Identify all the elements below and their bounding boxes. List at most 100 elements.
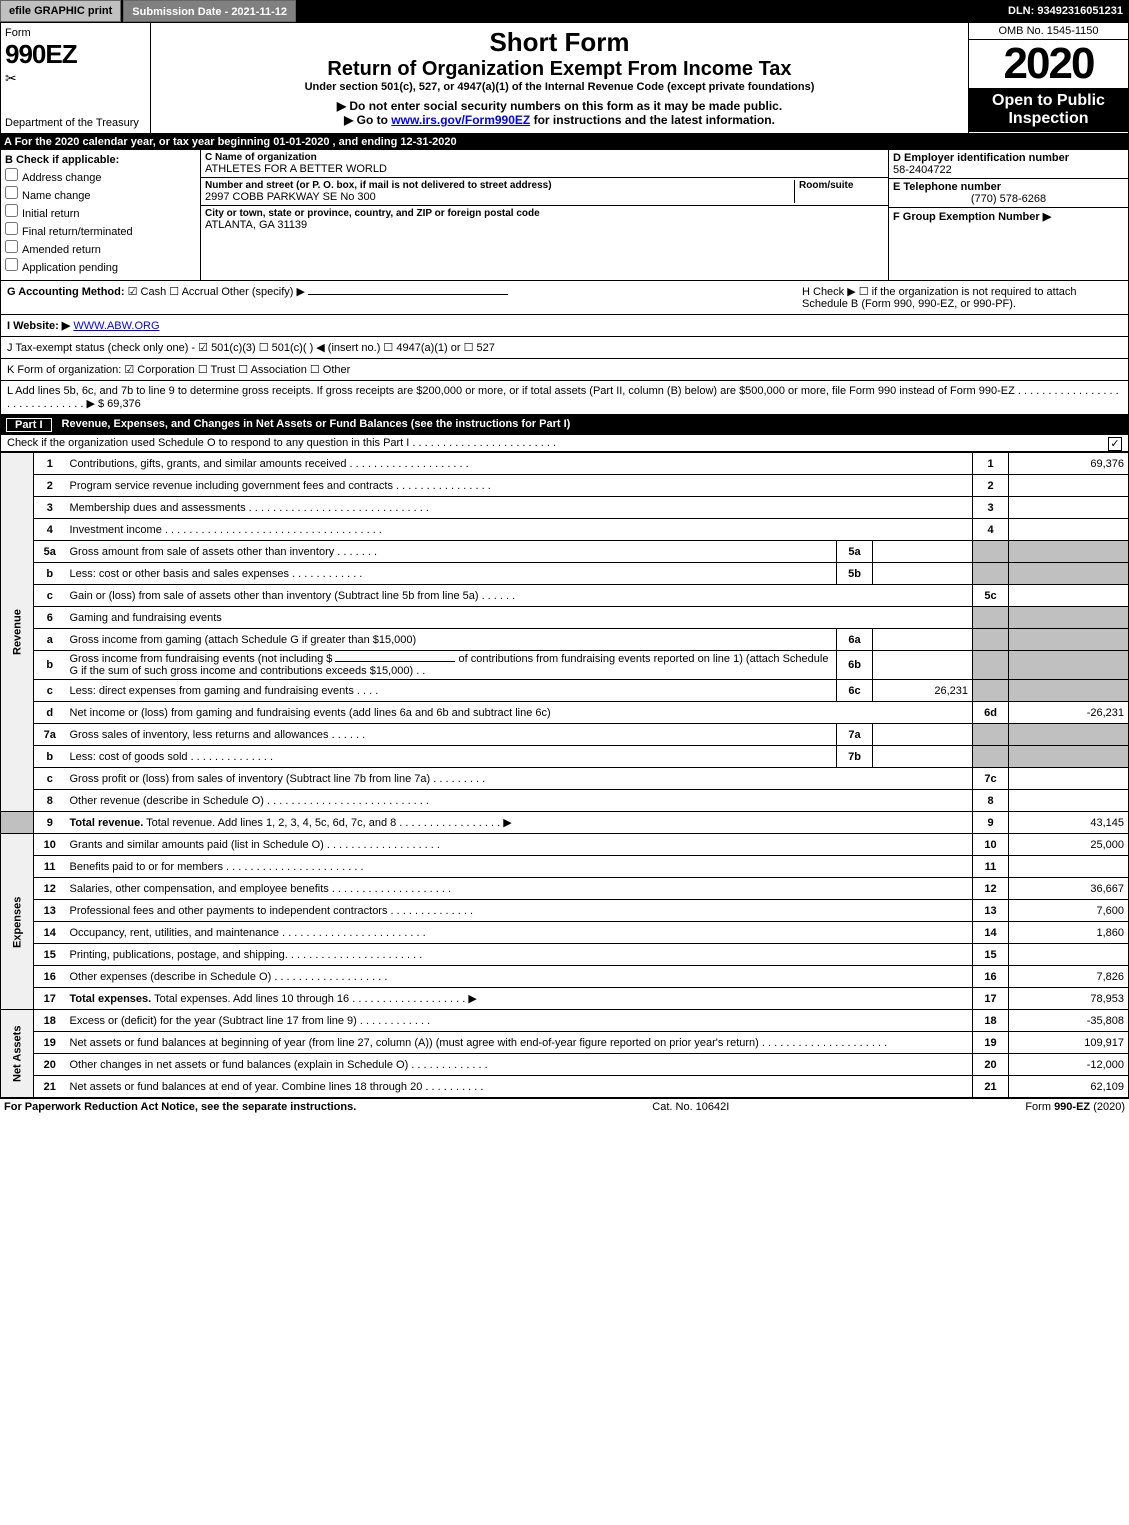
line-20-value: -12,000 — [1009, 1054, 1129, 1076]
ein-value: 58-2404722 — [893, 164, 1124, 176]
omb-number: OMB No. 1545-1150 — [969, 23, 1128, 40]
row-l-gross-receipts: L Add lines 5b, 6c, and 7b to line 9 to … — [0, 381, 1129, 415]
line-1-value: 69,376 — [1009, 453, 1129, 475]
part-1-header: Part I Revenue, Expenses, and Changes in… — [0, 415, 1129, 435]
form-number: 990EZ — [5, 39, 146, 70]
row-a-tax-year: A For the 2020 calendar year, or tax yea… — [0, 134, 1129, 150]
line-6c-desc: Less: direct expenses from gaming and fu… — [66, 680, 837, 702]
cb-address-change[interactable]: Address change — [5, 168, 196, 184]
form-header: Form 990EZ ✂ Department of the Treasury … — [0, 22, 1129, 134]
dept-treasury: Department of the Treasury — [5, 117, 146, 129]
cb-amended-return[interactable]: Amended return — [5, 240, 196, 256]
sidebar-revenue: Revenue — [1, 453, 34, 812]
goto-link[interactable]: www.irs.gov/Form990EZ — [391, 113, 530, 127]
under-section-text: Under section 501(c), 527, or 4947(a)(1)… — [155, 81, 964, 93]
line-16-desc: Other expenses (describe in Schedule O) … — [66, 966, 973, 988]
submission-date-label: Submission Date - 2021-11-12 — [123, 0, 296, 22]
cb-address-change-box[interactable] — [5, 168, 18, 181]
line-12-value: 36,667 — [1009, 878, 1129, 900]
line-14-value: 1,860 — [1009, 922, 1129, 944]
info-grid: B Check if applicable: Address change Na… — [0, 150, 1129, 281]
line-7a-desc: Gross sales of inventory, less returns a… — [66, 724, 837, 746]
line-3-desc: Membership dues and assessments . . . . … — [66, 497, 973, 519]
section-b-checkboxes: B Check if applicable: Address change Na… — [1, 150, 201, 280]
line-18-desc: Excess or (deficit) for the year (Subtra… — [66, 1010, 973, 1032]
cb-amended-return-box[interactable] — [5, 240, 18, 253]
line-15-desc: Printing, publications, postage, and shi… — [66, 944, 973, 966]
line-6c-value: 26,231 — [873, 680, 973, 702]
part-1-table: Revenue 1 Contributions, gifts, grants, … — [0, 452, 1129, 1098]
line-17-desc: Total expenses. Total expenses. Add line… — [66, 988, 973, 1010]
line-5a-desc: Gross amount from sale of assets other t… — [66, 541, 837, 563]
goto-prefix: ▶ Go to — [344, 113, 391, 127]
ein-label: D Employer identification number — [893, 152, 1124, 164]
city-label: City or town, state or province, country… — [205, 208, 884, 219]
cb-application-pending-box[interactable] — [5, 258, 18, 271]
row-g-h: G Accounting Method: ☑ Cash ☐ Accrual Ot… — [0, 281, 1129, 315]
line-8-desc: Other revenue (describe in Schedule O) .… — [66, 790, 973, 812]
line-1-desc: Contributions, gifts, grants, and simila… — [66, 453, 973, 475]
line-5b-desc: Less: cost or other basis and sales expe… — [66, 563, 837, 585]
paperwork-notice: For Paperwork Reduction Act Notice, see … — [4, 1101, 356, 1113]
street-value: 2997 COBB PARKWAY SE No 300 — [205, 191, 794, 203]
cb-final-return-box[interactable] — [5, 222, 18, 235]
row-i-website: I Website: ▶ WWW.ABW.ORG — [0, 315, 1129, 337]
part-1-tag: Part I — [6, 418, 52, 432]
line-21-desc: Net assets or fund balances at end of ye… — [66, 1076, 973, 1098]
catalog-number: Cat. No. 10642I — [652, 1101, 729, 1113]
line-13-value: 7,600 — [1009, 900, 1129, 922]
line-4-desc: Investment income . . . . . . . . . . . … — [66, 519, 973, 541]
group-exemption-label: F Group Exemption Number ▶ — [893, 210, 1124, 223]
line-2-desc: Program service revenue including govern… — [66, 475, 973, 497]
section-c: C Name of organization ATHLETES FOR A BE… — [201, 150, 888, 280]
tel-value: (770) 578-6268 — [893, 193, 1124, 205]
top-bar: efile GRAPHIC print Submission Date - 20… — [0, 0, 1129, 22]
tax-year: 2020 — [969, 40, 1128, 88]
cb-final-return[interactable]: Final return/terminated — [5, 222, 196, 238]
line-17-value: 78,953 — [1009, 988, 1129, 1010]
cb-initial-return[interactable]: Initial return — [5, 204, 196, 220]
cb-initial-return-box[interactable] — [5, 204, 18, 217]
line-21-value: 62,109 — [1009, 1076, 1129, 1098]
dln-label: DLN: 93492316051231 — [1008, 0, 1129, 22]
line-13-desc: Professional fees and other payments to … — [66, 900, 973, 922]
accounting-method: G Accounting Method: ☑ Cash ☐ Accrual Ot… — [7, 285, 508, 310]
cb-name-change-box[interactable] — [5, 186, 18, 199]
line-6a-desc: Gross income from gaming (attach Schedul… — [66, 629, 837, 651]
do-not-enter-text: ▶ Do not enter social security numbers o… — [155, 99, 964, 113]
goto-suffix: for instructions and the latest informat… — [534, 113, 775, 127]
cb-name-change[interactable]: Name change — [5, 186, 196, 202]
line-9-value: 43,145 — [1009, 812, 1129, 834]
row-j-tax-exempt: J Tax-exempt status (check only one) - ☑… — [0, 337, 1129, 359]
line-20-desc: Other changes in net assets or fund bala… — [66, 1054, 973, 1076]
line-9-desc: Total revenue. Total revenue. Add lines … — [66, 812, 973, 834]
line-18-value: -35,808 — [1009, 1010, 1129, 1032]
c-name-label: C Name of organization — [205, 152, 884, 163]
part-1-check-row: Check if the organization used Schedule … — [0, 435, 1129, 452]
section-def: D Employer identification number 58-2404… — [888, 150, 1128, 280]
line-10-desc: Grants and similar amounts paid (list in… — [66, 834, 973, 856]
sidebar-expenses: Expenses — [1, 834, 34, 1010]
sidebar-net-assets: Net Assets — [1, 1010, 34, 1098]
form-word: Form — [5, 27, 146, 39]
efile-print-button[interactable]: efile GRAPHIC print — [0, 0, 121, 22]
line-16-value: 7,826 — [1009, 966, 1129, 988]
page-footer: For Paperwork Reduction Act Notice, see … — [0, 1098, 1129, 1115]
line-6b-desc: Gross income from fundraising events (no… — [66, 651, 837, 680]
form-ref: Form 990-EZ (2020) — [1025, 1101, 1125, 1113]
line-19-desc: Net assets or fund balances at beginning… — [66, 1032, 973, 1054]
section-b-label: B Check if applicable: — [5, 154, 196, 166]
return-title: Return of Organization Exempt From Incom… — [155, 58, 964, 81]
city-value: ATLANTA, GA 31139 — [205, 219, 884, 231]
cb-application-pending[interactable]: Application pending — [5, 258, 196, 274]
street-label: Number and street (or P. O. box, if mail… — [205, 180, 794, 191]
line-19-value: 109,917 — [1009, 1032, 1129, 1054]
website-link[interactable]: WWW.ABW.ORG — [73, 320, 159, 332]
tel-label: E Telephone number — [893, 181, 1124, 193]
line-5c-desc: Gain or (loss) from sale of assets other… — [66, 585, 973, 607]
line-7b-desc: Less: cost of goods sold . . . . . . . .… — [66, 746, 837, 768]
line-11-desc: Benefits paid to or for members . . . . … — [66, 856, 973, 878]
goto-link-row: ▶ Go to www.irs.gov/Form990EZ for instru… — [155, 113, 964, 127]
open-to-public: Open to Public Inspection — [969, 88, 1128, 132]
org-name: ATHLETES FOR A BETTER WORLD — [205, 163, 884, 175]
